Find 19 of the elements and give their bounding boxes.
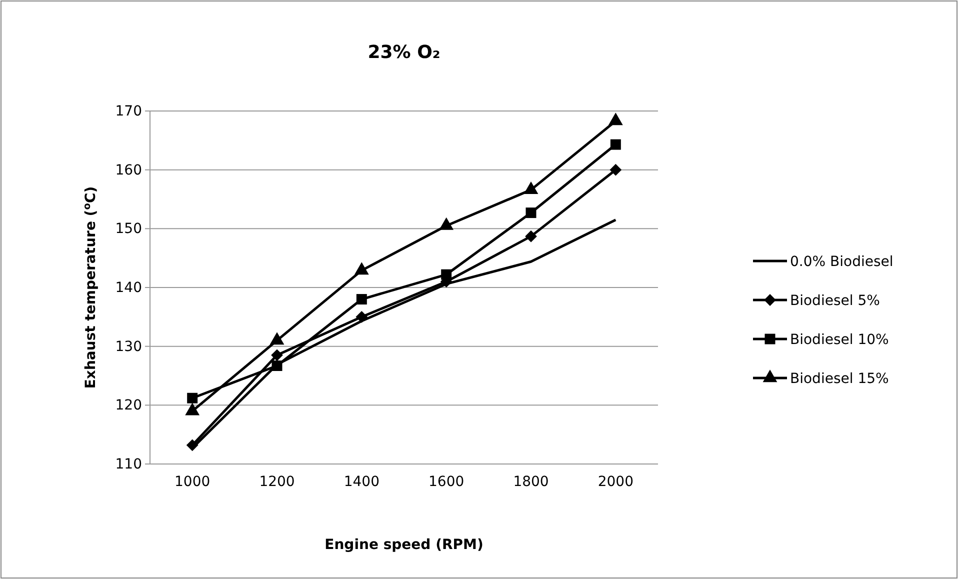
- legend-label: Biodiesel 15%: [790, 370, 889, 387]
- x-tick-label: 1200: [259, 474, 295, 490]
- x-tick-label: 1000: [174, 474, 210, 490]
- y-tick-label: 130: [115, 338, 142, 355]
- x-axis-title: Engine speed (RPM): [324, 537, 484, 553]
- x-tick-label: 2000: [598, 474, 634, 490]
- legend-label: 0.0% Biodiesel: [790, 254, 894, 270]
- x-tick-label: 1400: [344, 474, 380, 490]
- y-tick-label: 120: [115, 398, 142, 414]
- legend-label: Biodiesel 10%: [790, 332, 889, 348]
- y-tick-label: 150: [115, 221, 142, 238]
- chart-title: 23% O₂: [368, 42, 440, 63]
- x-tick-label: 1600: [428, 474, 464, 490]
- legend-label: Biodiesel 5%: [790, 292, 880, 309]
- y-tick-label: 160: [115, 162, 142, 178]
- x-tick-label: 1800: [513, 474, 549, 490]
- y-tick-label: 170: [115, 103, 142, 120]
- y-tick-label: 110: [115, 456, 142, 472]
- y-tick-label: 140: [115, 280, 142, 296]
